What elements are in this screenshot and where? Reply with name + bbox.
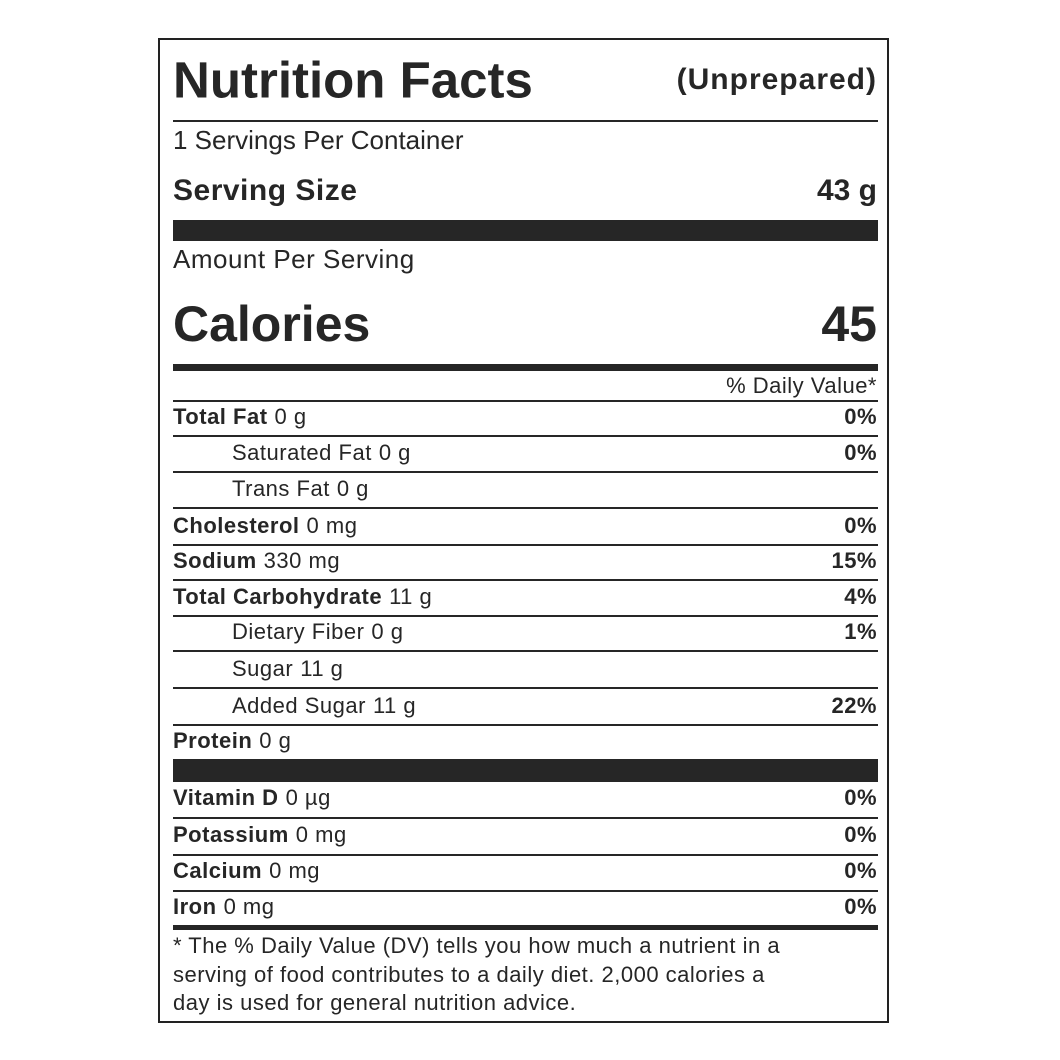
rule bbox=[173, 507, 878, 509]
serving-size-label: Serving Size bbox=[173, 174, 358, 207]
thick-rule bbox=[173, 925, 878, 930]
nutrient-amount: 330 mg bbox=[263, 548, 341, 573]
daily-value: 0% bbox=[844, 822, 877, 847]
nutrient-name: Dietary Fiber bbox=[232, 619, 365, 644]
nutrient-name: Potassium bbox=[173, 822, 289, 847]
nutrient-name: Total Fat bbox=[173, 404, 268, 429]
rule bbox=[173, 890, 878, 892]
nutrient-amount: 11 g bbox=[372, 693, 417, 718]
rule bbox=[173, 120, 878, 122]
daily-value: 0% bbox=[844, 785, 877, 810]
daily-value: 0% bbox=[844, 513, 877, 538]
calories-label: Calories bbox=[173, 296, 371, 352]
nutrient-amount: 0 g bbox=[378, 440, 411, 465]
nutrient-amount: 0 µg bbox=[285, 785, 331, 810]
subtitle: (Unprepared) bbox=[676, 63, 877, 96]
dv-header: % Daily Value* bbox=[726, 373, 877, 398]
nutrient-name: Sugar bbox=[232, 656, 294, 681]
nutrient-name: Trans Fat bbox=[232, 476, 330, 501]
rule bbox=[173, 687, 878, 689]
nutrient-amount: 0 g bbox=[371, 619, 404, 644]
nutrient-amount: 0 g bbox=[336, 476, 369, 501]
daily-value: 4% bbox=[844, 584, 877, 609]
sub-nutrient: Trans Fat 0 g bbox=[232, 478, 369, 500]
label-border bbox=[158, 38, 889, 1023]
nutrient-name: Saturated Fat bbox=[232, 440, 372, 465]
nutrient: Sodium 330 mg bbox=[173, 550, 340, 572]
daily-value: 0% bbox=[844, 404, 877, 429]
nutrient: Cholesterol 0 mg bbox=[173, 515, 357, 537]
sub-nutrient: Saturated Fat 0 g bbox=[232, 442, 411, 464]
rule bbox=[173, 435, 878, 437]
nutrient-name: Vitamin D bbox=[173, 785, 279, 810]
sub-nutrient: Dietary Fiber 0 g bbox=[232, 621, 404, 643]
rule bbox=[173, 579, 878, 581]
nutrient-amount: 0 g bbox=[274, 404, 307, 429]
footnote-line: * The % Daily Value (DV) tells you how m… bbox=[173, 933, 781, 958]
daily-value: 0% bbox=[844, 858, 877, 883]
nutrient: Potassium 0 mg bbox=[173, 824, 347, 846]
daily-value: 1% bbox=[844, 619, 877, 644]
thick-rule bbox=[173, 759, 878, 782]
thick-rule bbox=[173, 364, 878, 371]
nutrient-amount: 0 mg bbox=[269, 858, 321, 883]
nutrient-name: Iron bbox=[173, 894, 217, 919]
thick-rule bbox=[173, 220, 878, 241]
nutrient-name: Protein bbox=[173, 728, 253, 753]
nutrient-name: Cholesterol bbox=[173, 513, 300, 538]
daily-value: 0% bbox=[844, 894, 877, 919]
sub-nutrient: Sugar 11 g bbox=[232, 658, 343, 680]
daily-value: 0% bbox=[844, 440, 877, 465]
rule bbox=[173, 817, 878, 819]
rule bbox=[173, 400, 878, 402]
nutrient-amount: 0 g bbox=[259, 728, 292, 753]
serving-size-value: 43 g bbox=[816, 174, 877, 207]
nutrient: Calcium 0 mg bbox=[173, 860, 320, 882]
nutrient-name: Added Sugar bbox=[232, 693, 366, 718]
rule bbox=[173, 544, 878, 546]
nutrient: Total Carbohydrate 11 g bbox=[173, 586, 432, 608]
nutrient-name: Calcium bbox=[173, 858, 263, 883]
nutrient-amount: 0 mg bbox=[223, 894, 275, 919]
nutrient-name: Sodium bbox=[173, 548, 257, 573]
nutrient-amount: 11 g bbox=[389, 584, 433, 609]
daily-value: 15% bbox=[831, 548, 877, 573]
daily-value: 22% bbox=[831, 693, 877, 718]
nutrient-amount: 11 g bbox=[300, 656, 344, 681]
footnote-line: day is used for general nutrition advice… bbox=[173, 990, 577, 1015]
sub-nutrient: Added Sugar 11 g bbox=[232, 695, 416, 717]
rule bbox=[173, 650, 878, 652]
rule bbox=[173, 615, 878, 617]
rule bbox=[173, 854, 878, 856]
calories-value: 45 bbox=[821, 296, 877, 352]
amount-per-serving: Amount Per Serving bbox=[173, 244, 415, 274]
nutrient: Iron 0 mg bbox=[173, 896, 274, 918]
nutrient-amount: 0 mg bbox=[295, 822, 347, 847]
nutrient-amount: 0 mg bbox=[306, 513, 358, 538]
servings: 1 Servings Per Container bbox=[173, 125, 464, 155]
nutrient-name: Total Carbohydrate bbox=[173, 584, 383, 609]
rule bbox=[173, 471, 878, 473]
title: Nutrition Facts bbox=[173, 51, 533, 109]
nutrient: Total Fat 0 g bbox=[173, 406, 307, 428]
footnote-line: serving of food contributes to a daily d… bbox=[173, 961, 765, 987]
rule bbox=[173, 724, 878, 726]
nutrient: Protein 0 g bbox=[173, 730, 291, 752]
